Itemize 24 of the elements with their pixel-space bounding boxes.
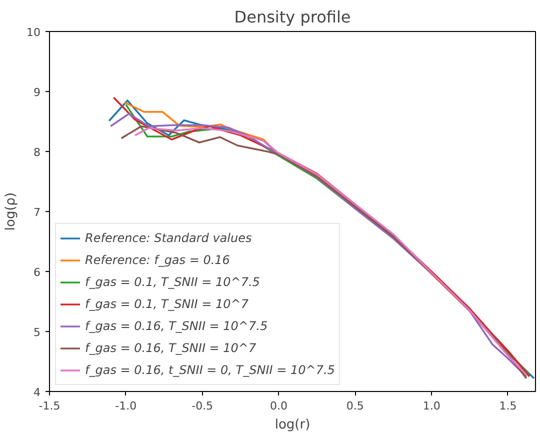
x-tick-label: -0.5 bbox=[192, 400, 214, 412]
legend-label: Reference: f_gas = 0.16 bbox=[85, 253, 230, 267]
y-tick-label: 9 bbox=[34, 86, 40, 99]
y-tick-label: 8 bbox=[34, 146, 40, 159]
x-tick-label: 1.0 bbox=[422, 400, 440, 412]
y-tick-label: 7 bbox=[34, 206, 40, 219]
legend-label: f_gas = 0.16, t_SNII = 0, T_SNII = 10^7.5 bbox=[85, 363, 335, 377]
y-tick-label: 10 bbox=[26, 26, 41, 39]
chart-title: Density profile bbox=[234, 8, 351, 26]
x-tick-label: 0.0 bbox=[270, 400, 288, 412]
y-tick-label: 5 bbox=[34, 326, 40, 339]
x-tick-label: -1.0 bbox=[115, 400, 137, 412]
y-tick-label: 6 bbox=[34, 266, 40, 279]
y-tick-label: 4 bbox=[34, 386, 40, 399]
legend-label: f_gas = 0.16, T_SNII = 10^7 bbox=[85, 341, 256, 355]
legend-label: f_gas = 0.1, T_SNII = 10^7.5 bbox=[85, 275, 260, 289]
x-axis-title: log(r) bbox=[274, 418, 310, 432]
x-tick-label: 1.5 bbox=[499, 400, 517, 412]
legend-label: f_gas = 0.16, T_SNII = 10^7.5 bbox=[85, 319, 268, 333]
y-axis-title: log(ρ) bbox=[4, 192, 19, 231]
legend-label: f_gas = 0.1, T_SNII = 10^7 bbox=[85, 297, 248, 311]
x-tick-label: 0.5 bbox=[346, 400, 364, 412]
legend-label: Reference: Standard values bbox=[85, 231, 252, 245]
x-tick-label: -1.5 bbox=[38, 400, 60, 412]
